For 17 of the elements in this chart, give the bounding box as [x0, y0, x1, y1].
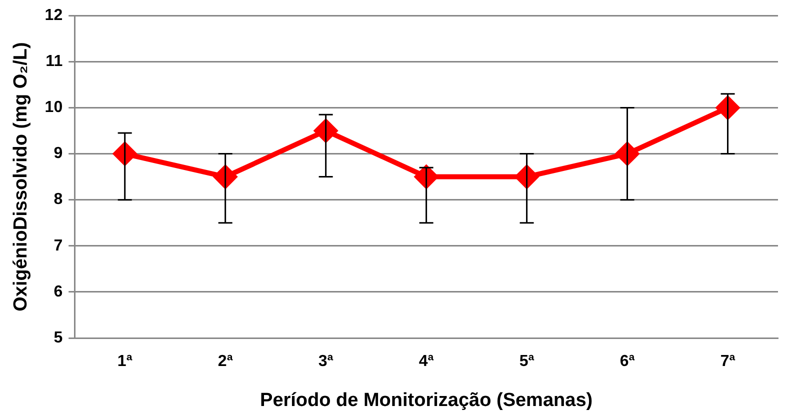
x-tick-label: 1ª — [117, 353, 132, 370]
y-tick-label: 8 — [54, 191, 63, 208]
y-axis-title: OxigénioDissolvido (mg O₂/L) — [10, 42, 32, 312]
y-tick-label: 11 — [46, 53, 63, 70]
x-tick-label: 5ª — [519, 353, 534, 370]
y-tick-label: 6 — [54, 283, 63, 300]
y-tick-label: 12 — [44, 7, 63, 24]
x-axis-title: Período de Monitorização (Semanas) — [260, 390, 593, 411]
x-tick-label: 2ª — [218, 353, 233, 370]
x-tick-label: 6ª — [620, 353, 635, 370]
x-tick-label: 7ª — [720, 353, 736, 370]
y-tick-label: 5 — [54, 329, 63, 346]
y-tick-label: 9 — [54, 145, 63, 162]
y-tick-label: 10 — [44, 99, 63, 116]
y-tick-label: 7 — [54, 237, 63, 254]
x-tick-label: 4ª — [418, 353, 434, 370]
x-tick-label: 3ª — [318, 353, 334, 370]
